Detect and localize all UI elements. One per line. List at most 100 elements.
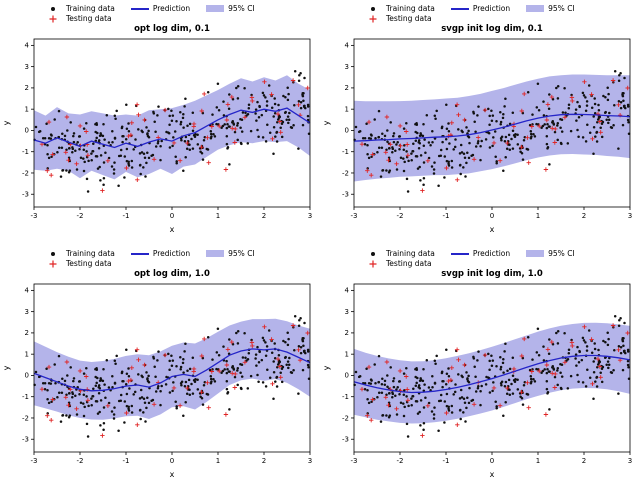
legend-column-data: Training data Testing data — [364, 4, 435, 23]
legend-item-ci: 95% CI — [206, 249, 255, 258]
y-tick-label: 2 — [25, 84, 29, 92]
subplot-svgp-init-log-dim-0-1: Training data Testing data Prediction 95… — [320, 0, 640, 245]
y-axis: -3 -2 -1 0 1 2 3 4 — [342, 42, 354, 199]
subplot-svgp-init-log-dim-1-0: Training data Testing data Prediction 95… — [320, 245, 640, 491]
y-tick-label: 4 — [25, 287, 30, 295]
legend-label-ci: 95% CI — [548, 249, 575, 258]
x-tick-label: -2 — [77, 212, 84, 220]
legend-label-prediction: Prediction — [472, 4, 511, 13]
plot-canvas: -3 -2 -1 0 1 2 3 -3 -2 -1 0 1 2 3 4 x y — [2, 38, 312, 234]
x-tick-label: 2 — [582, 457, 586, 465]
y-axis-label: y — [322, 365, 331, 370]
x-axis-label: x — [490, 225, 495, 234]
testing-points — [39, 78, 310, 193]
line-marker-icon — [130, 7, 149, 10]
x-tick-label: -2 — [397, 457, 404, 465]
y-tick-label: -2 — [342, 414, 349, 422]
y-tick-label: 4 — [25, 42, 30, 50]
legend-label-testing: Testing data — [66, 14, 112, 23]
legend-item-training-data: Training data — [364, 249, 435, 258]
ci-band — [354, 322, 630, 424]
legend-item-prediction: Prediction — [450, 249, 510, 258]
training-points — [33, 314, 311, 438]
x-tick-label: -1 — [443, 212, 450, 220]
testing-points — [39, 323, 310, 438]
x-tick-label: -3 — [31, 212, 38, 220]
legend-column-data: Training data Testing data — [44, 249, 115, 268]
y-tick-label: 1 — [345, 350, 349, 358]
y-tick-label: 1 — [25, 350, 29, 358]
plus-marker-icon — [44, 260, 62, 268]
x-tick-label: 3 — [308, 457, 312, 465]
prediction-line — [33, 348, 311, 392]
testing-points — [359, 323, 630, 438]
y-tick-label: -3 — [22, 191, 29, 199]
legend-item-prediction: Prediction — [130, 249, 191, 258]
x-tick-label: 2 — [582, 212, 586, 220]
x-tick-label: -1 — [443, 457, 450, 465]
y-tick-label: 0 — [25, 372, 29, 380]
legend-item-ci: 95% CI — [526, 249, 575, 258]
y-tick-label: 2 — [345, 329, 349, 337]
x-axis: -3 -2 -1 0 1 2 3 — [31, 207, 312, 220]
dot-marker-icon — [371, 6, 375, 11]
legend-item-training-data: Training data — [44, 4, 115, 13]
y-tick-label: 3 — [345, 308, 349, 316]
line-marker-icon — [450, 7, 469, 10]
y-tick-label: 0 — [25, 127, 29, 135]
legend-label-training: Training data — [66, 249, 115, 258]
x-tick-label: 0 — [170, 457, 174, 465]
x-axis: -3 -2 -1 0 1 2 3 — [351, 452, 632, 465]
y-tick-label: 2 — [345, 84, 349, 92]
y-axis: -3 -2 -1 0 1 2 3 4 — [22, 287, 34, 444]
x-axis-label: x — [170, 470, 175, 479]
y-axis-label: y — [322, 120, 331, 125]
band-marker-icon — [206, 5, 225, 12]
band-marker-icon — [206, 250, 225, 257]
x-tick-label: -2 — [77, 457, 84, 465]
prediction-line — [353, 354, 631, 394]
plot-title: opt log dim, 1.0 — [134, 269, 210, 279]
ci-band — [34, 75, 310, 180]
x-tick-label: 1 — [216, 212, 220, 220]
y-tick-label: -2 — [22, 414, 29, 422]
y-tick-label: 4 — [345, 42, 350, 50]
line-marker-icon — [450, 252, 469, 255]
plot-title: svgp init log dim, 0.1 — [441, 24, 543, 34]
legend-item-testing-data: Testing data — [44, 14, 115, 23]
legend-item-testing-data: Testing data — [44, 259, 115, 268]
x-tick-label: 1 — [216, 457, 220, 465]
y-tick-label: -3 — [342, 436, 349, 444]
legend-label-prediction: Prediction — [152, 249, 191, 258]
x-tick-label: 2 — [262, 457, 266, 465]
x-tick-label: 3 — [628, 457, 632, 465]
y-tick-label: 3 — [25, 63, 29, 71]
legend-column-data: Training data Testing data — [44, 4, 115, 23]
y-tick-label: 0 — [345, 127, 349, 135]
legend-label-testing: Testing data — [386, 14, 432, 23]
legend-item-ci: 95% CI — [206, 4, 255, 13]
x-tick-label: -1 — [123, 212, 130, 220]
y-tick-label: 3 — [25, 308, 29, 316]
legend-item-prediction: Prediction — [130, 4, 190, 13]
y-tick-label: -3 — [342, 191, 349, 199]
y-tick-label: -3 — [22, 436, 29, 444]
plus-marker-icon — [364, 15, 382, 23]
x-tick-label: 2 — [262, 212, 266, 220]
x-tick-label: -2 — [397, 212, 404, 220]
legend-item-training-data: Training data — [44, 249, 115, 258]
y-tick-label: 4 — [345, 287, 350, 295]
y-tick-label: -1 — [22, 393, 29, 401]
plus-marker-icon — [364, 260, 382, 268]
plot-canvas: -3 -2 -1 0 1 2 3 -3 -2 -1 0 1 2 3 4 x y — [322, 38, 632, 234]
y-axis-label: y — [2, 365, 11, 370]
training-points — [353, 314, 631, 438]
y-tick-label: -2 — [22, 169, 29, 177]
legend-column-data: Training data Testing data — [364, 249, 435, 268]
x-tick-label: 1 — [536, 457, 540, 465]
y-tick-label: 1 — [345, 105, 349, 113]
legend-label-training: Training data — [386, 4, 435, 13]
legend: Training data Testing data Prediction 95… — [364, 4, 640, 23]
legend-label-ci: 95% CI — [548, 4, 575, 13]
